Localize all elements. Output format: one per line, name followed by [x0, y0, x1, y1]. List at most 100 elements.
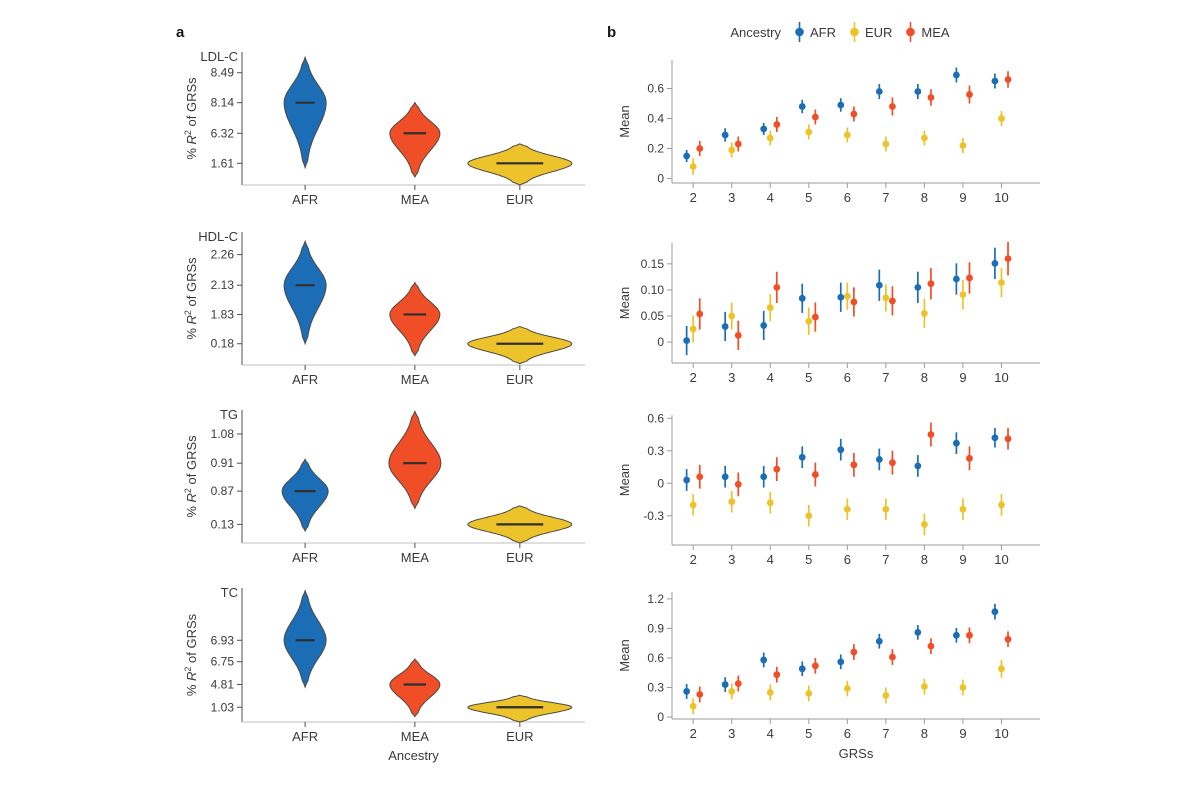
point-eur	[728, 688, 736, 695]
point-eur	[959, 684, 967, 691]
x-tick-label: 6	[844, 370, 851, 385]
category-label: EUR	[506, 372, 533, 387]
y-tick-label: 0.3	[647, 680, 664, 694]
point-mea	[734, 480, 742, 488]
x-tick-label: 2	[690, 726, 697, 741]
y-axis-label: Mean	[617, 105, 632, 138]
facet-title: TC	[221, 585, 238, 600]
x-tick-label: 8	[921, 726, 928, 741]
category-label: MEA	[401, 550, 430, 565]
y-tick-label: -0.3	[643, 509, 664, 523]
x-tick-label: 8	[921, 370, 928, 385]
y-tick-label: 0.13	[211, 517, 235, 531]
point-afr	[798, 294, 806, 302]
point-mea	[734, 331, 742, 339]
legend-title: Ancestry	[730, 24, 781, 40]
point-afr	[683, 152, 691, 160]
point-afr	[952, 631, 960, 639]
violin-afr	[283, 239, 327, 346]
point-eur	[843, 292, 851, 300]
point-mea	[773, 671, 781, 679]
point-afr	[721, 473, 729, 481]
point-mea	[773, 283, 781, 291]
x-tick-label: 8	[921, 552, 928, 567]
panel-a-xaxis-title: Ancestry	[388, 748, 439, 763]
point-afr	[914, 628, 922, 636]
point-mea	[773, 465, 781, 473]
point-afr	[760, 125, 768, 133]
point-mea	[966, 454, 973, 462]
point-afr	[760, 322, 768, 329]
y-tick-label: 2.26	[211, 248, 235, 262]
x-tick-label: 6	[844, 726, 851, 741]
point-afr	[875, 88, 883, 95]
y-tick-label: 2.13	[211, 278, 235, 292]
point-mea	[696, 690, 704, 698]
x-tick-label: 5	[805, 190, 812, 205]
legend-label-afr: AFR	[809, 24, 836, 40]
x-tick-label: 3	[728, 370, 735, 385]
category-label: MEA	[401, 729, 430, 744]
facet-title: HDL-C	[198, 229, 238, 244]
y-tick-label: 8.14	[211, 96, 235, 110]
y-tick-label: 4.81	[211, 677, 235, 691]
point-mea	[850, 461, 858, 469]
point-eur	[882, 294, 890, 302]
point-mea	[1004, 635, 1012, 643]
x-tick-label: 4	[767, 726, 774, 741]
point-mea	[850, 648, 858, 656]
legend-label-eur: EUR	[864, 24, 893, 40]
y-tick-label: 0.6	[647, 411, 664, 425]
y-tick-label: 1.83	[211, 307, 235, 321]
point-eur	[766, 134, 774, 142]
x-tick-label: 9	[959, 370, 966, 385]
violin-eur	[467, 325, 573, 365]
point-eur	[998, 501, 1005, 509]
y-axis-label: % R2 of GRSs	[183, 257, 199, 340]
point-eur	[805, 317, 813, 325]
point-afr	[991, 608, 999, 616]
facet-title: LDL-C	[200, 49, 238, 64]
point-eur	[689, 702, 697, 710]
y-tick-label: 6.93	[211, 633, 235, 647]
point-eur	[805, 512, 813, 520]
point-eur	[959, 291, 967, 299]
point-afr	[683, 337, 691, 344]
legend-label-mea: MEA	[921, 24, 950, 40]
y-tick-label: 1.2	[647, 592, 664, 606]
pointrange-marker-eur-icon	[850, 22, 859, 42]
point-mea	[811, 662, 819, 670]
category-label: AFR	[292, 372, 318, 387]
y-axis-label: % R2 of GRSs	[183, 435, 199, 518]
violin-mea	[388, 410, 442, 510]
point-eur	[843, 131, 851, 139]
x-tick-label: 3	[728, 726, 735, 741]
point-mea	[734, 680, 742, 687]
point-eur	[998, 279, 1005, 287]
point-afr	[837, 101, 845, 109]
point-eur	[959, 505, 967, 513]
point-eur	[728, 498, 736, 506]
point-mea	[927, 280, 935, 288]
point-mea	[927, 642, 935, 650]
y-tick-label: 0	[657, 476, 664, 490]
y-axis-label: Mean	[617, 639, 632, 672]
y-tick-label: 6.32	[211, 126, 235, 140]
y-tick-label: 0.2	[647, 142, 664, 156]
point-eur	[843, 685, 851, 692]
point-eur	[766, 689, 774, 696]
point-eur	[766, 499, 774, 507]
x-tick-label: 7	[882, 370, 889, 385]
y-tick-label: 0.6	[647, 651, 664, 665]
legend: Ancestry AFR EUR MEA	[640, 20, 1040, 44]
point-mea	[927, 94, 935, 101]
point-mea	[927, 431, 935, 438]
point-eur	[920, 683, 928, 690]
point-eur	[728, 146, 736, 154]
point-afr	[683, 688, 691, 695]
x-tick-label: 3	[728, 552, 735, 567]
x-tick-label: 6	[844, 552, 851, 567]
point-afr	[875, 637, 883, 645]
point-afr	[875, 456, 883, 463]
